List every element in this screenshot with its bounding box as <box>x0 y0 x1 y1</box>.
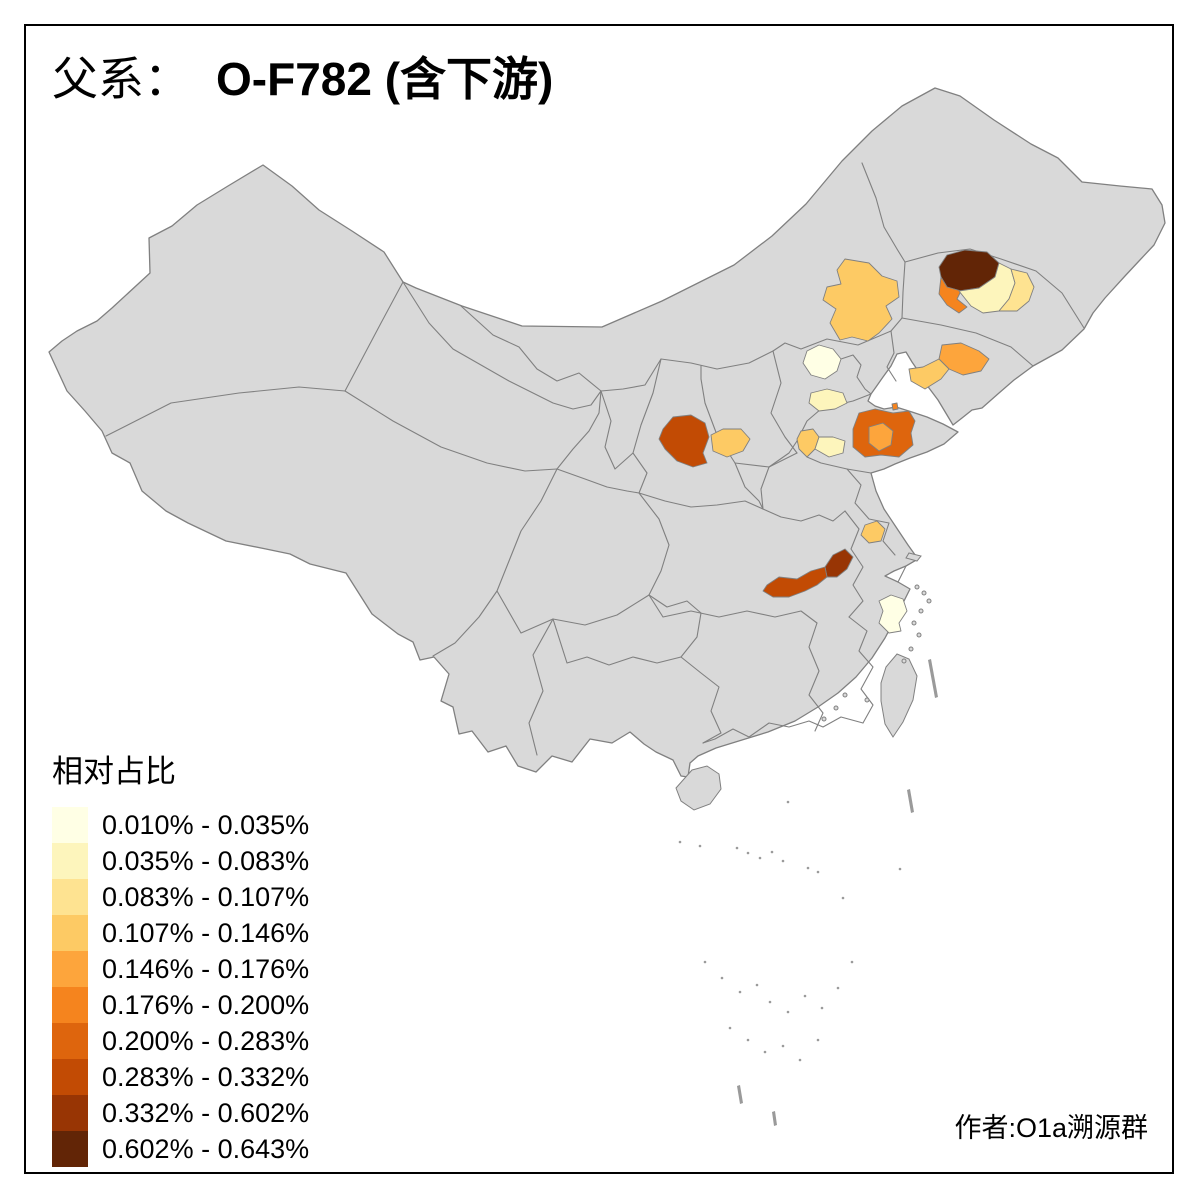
legend-swatch <box>52 951 88 987</box>
title-prefix: 父系： <box>52 54 190 105</box>
islands <box>675 552 938 1126</box>
south-china-sea-islets <box>678 659 938 1126</box>
legend-item: 0.083% - 0.107% <box>52 879 309 915</box>
region-hubei-north <box>824 548 854 578</box>
region-hebei-south <box>808 388 848 412</box>
legend-swatch <box>52 843 88 879</box>
legend-item: 0.602% - 0.643% <box>52 1131 309 1167</box>
legend-item: 0.035% - 0.083% <box>52 843 309 879</box>
region-inner-mongolia-east <box>822 258 900 342</box>
legend-swatch <box>52 1059 88 1095</box>
legend-label: 0.283% - 0.332% <box>102 1061 310 1092</box>
china-mainland-outline <box>48 87 1166 778</box>
legend-swatch <box>52 915 88 951</box>
legend-label: 0.083% - 0.107% <box>102 881 310 912</box>
legend-label: 0.107% - 0.146% <box>102 917 310 948</box>
legend-label: 0.200% - 0.283% <box>102 1025 310 1056</box>
legend-swatch <box>52 1023 88 1059</box>
taiwan-island <box>880 653 918 738</box>
region-jinan-west <box>814 436 846 458</box>
attribution: 作者:O1a溯源群 <box>954 1113 1148 1143</box>
colored-regions <box>658 249 1035 634</box>
legend-item: 0.332% - 0.602% <box>52 1095 309 1131</box>
legend-label: 0.035% - 0.083% <box>102 845 310 876</box>
plot-frame <box>24 24 1174 1174</box>
legend-label: 0.146% - 0.176% <box>102 953 310 984</box>
region-shanxi-southwest <box>710 428 751 458</box>
legend-item: 0.200% - 0.283% <box>52 1023 309 1059</box>
chongming-island <box>905 552 922 562</box>
page-title: 父系： O-F782 (含下游) <box>52 54 553 106</box>
legend-swatch <box>52 807 88 843</box>
hainan-island <box>675 765 722 811</box>
region-liaoning-southwest <box>908 358 950 390</box>
legend-swatch <box>52 879 88 915</box>
region-beijing-area <box>802 344 842 380</box>
legend-label: 0.176% - 0.200% <box>102 989 310 1020</box>
legend-swatch <box>52 1095 88 1131</box>
province-borders <box>105 162 1085 756</box>
region-hubei-west <box>762 566 828 598</box>
legend-items: 0.010% - 0.035% 0.035% - 0.083% 0.083% - 0… <box>52 807 309 1167</box>
legend-label: 0.332% - 0.602% <box>102 1097 310 1128</box>
legend-item: 0.010% - 0.035% <box>52 807 309 843</box>
region-shandong-center <box>868 422 894 452</box>
region-zhejiang-coast <box>878 594 908 634</box>
legend: 相对占比 0.010% - 0.035% 0.035% - 0.083% 0.083… <box>52 746 309 1167</box>
legend-item: 0.176% - 0.200% <box>52 987 309 1023</box>
legend-swatch <box>52 1131 88 1167</box>
legend-item: 0.146% - 0.176% <box>52 951 309 987</box>
region-shandong-henan-border <box>796 428 820 458</box>
legend-swatch <box>52 987 88 1023</box>
region-shaanxi-north <box>658 414 710 468</box>
title-haplogroup: O-F782 (含下游) <box>216 53 554 105</box>
legend-label: 0.010% - 0.035% <box>102 809 310 840</box>
coastal-islets <box>821 584 932 722</box>
legend-item: 0.283% - 0.332% <box>52 1059 309 1095</box>
region-anhui-north <box>860 520 886 544</box>
region-jilin-east <box>998 268 1035 312</box>
legend-item: 0.107% - 0.146% <box>52 915 309 951</box>
region-bohai-islet <box>891 402 899 411</box>
legend-label: 0.602% - 0.643% <box>102 1133 310 1164</box>
legend-title: 相对占比 <box>52 754 176 789</box>
